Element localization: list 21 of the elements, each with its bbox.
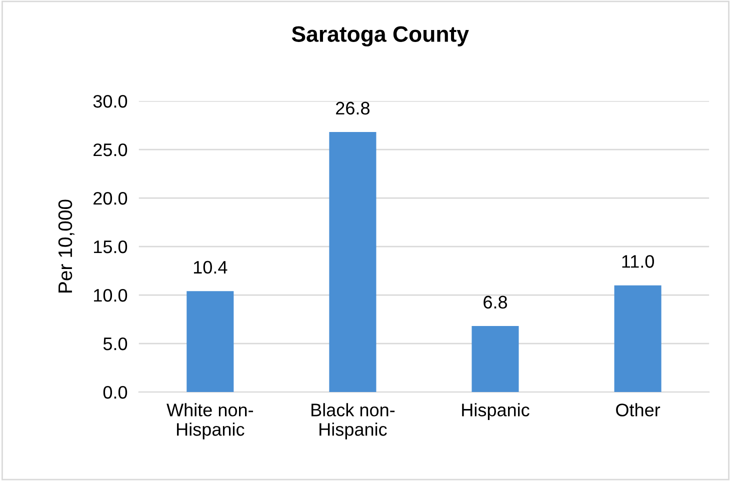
- bar: [472, 326, 519, 392]
- x-tick-label: Other: [616, 403, 660, 416]
- y-tick-label: 5.0: [103, 337, 128, 350]
- x-tick-label: White non-Hispanic: [166, 403, 254, 440]
- x-tick-label: Hispanic: [462, 403, 530, 420]
- y-tick-label: 10.0: [94, 288, 128, 302]
- data-label: 6.8: [484, 296, 508, 309]
- bar: [186, 291, 234, 392]
- data-label: 26.8: [336, 102, 370, 115]
- data-label: 11.0: [622, 255, 654, 268]
- y-axis-title: Per 10,000: [58, 200, 74, 292]
- y-tick-label: 30.0: [93, 94, 128, 108]
- y-tick-label: 15.0: [94, 240, 128, 254]
- y-tick-label: 0.0: [103, 386, 128, 399]
- bar: [614, 285, 662, 392]
- y-tick-label: 20.0: [94, 192, 128, 205]
- chart-title: Saratoga County: [292, 26, 469, 46]
- x-tick-label: Black non-Hispanic: [312, 403, 395, 440]
- y-tick-label: 25.0: [94, 143, 128, 156]
- data-label: 10.4: [194, 260, 228, 274]
- bar: [329, 132, 376, 392]
